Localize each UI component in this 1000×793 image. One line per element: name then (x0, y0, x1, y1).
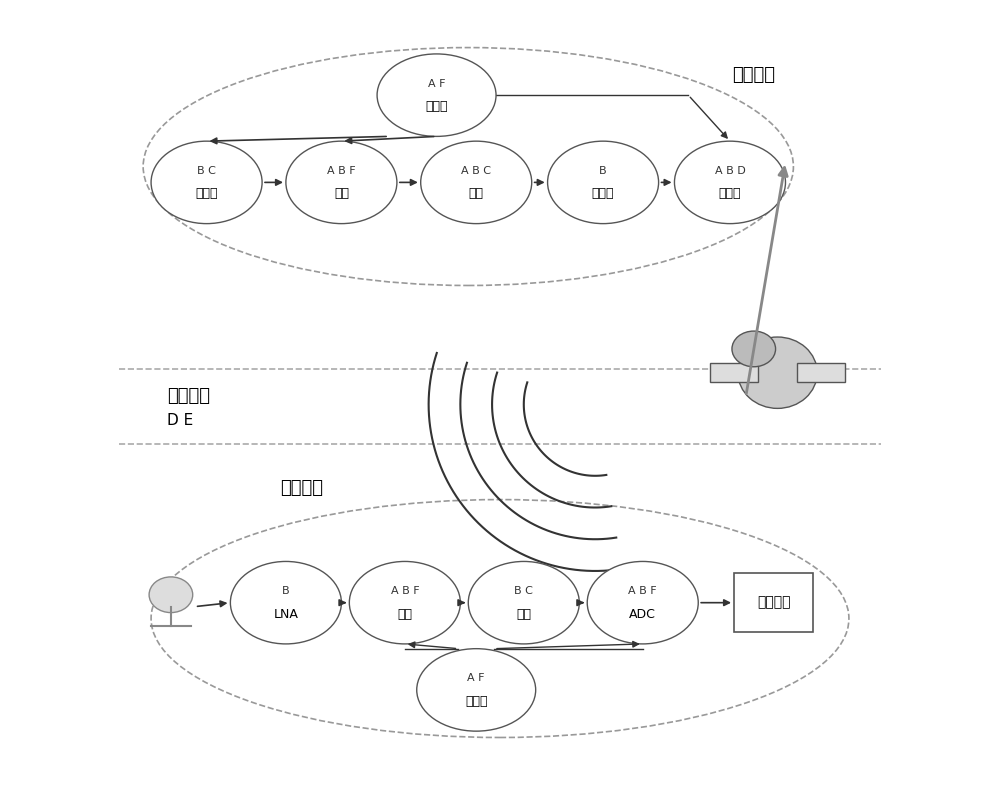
Text: 发射机: 发射机 (719, 187, 741, 201)
FancyBboxPatch shape (797, 363, 845, 382)
Ellipse shape (417, 649, 536, 731)
Text: B C: B C (514, 586, 533, 596)
Text: A B F: A B F (327, 166, 356, 176)
Ellipse shape (548, 141, 659, 224)
Text: 滤波: 滤波 (516, 607, 531, 621)
Text: A B D: A B D (715, 166, 745, 176)
Text: B: B (282, 586, 290, 596)
Text: 高功放: 高功放 (592, 187, 614, 201)
Ellipse shape (149, 577, 193, 612)
Text: 数据分析: 数据分析 (757, 596, 790, 610)
Text: 频率源: 频率源 (425, 100, 448, 113)
Text: A F: A F (467, 673, 485, 684)
Text: A B C: A B C (461, 166, 491, 176)
Text: A B F: A B F (391, 586, 419, 596)
Ellipse shape (421, 141, 532, 224)
Ellipse shape (674, 141, 785, 224)
Text: B C: B C (197, 166, 216, 176)
FancyBboxPatch shape (710, 363, 758, 382)
Ellipse shape (738, 337, 817, 408)
Text: 码生成: 码生成 (195, 187, 218, 201)
Text: D E: D E (167, 413, 193, 427)
Text: 空间传播: 空间传播 (167, 388, 210, 405)
FancyBboxPatch shape (734, 573, 813, 633)
Ellipse shape (349, 561, 460, 644)
Text: 卫星发射: 卫星发射 (732, 67, 775, 84)
Text: ADC: ADC (629, 607, 656, 621)
Ellipse shape (230, 561, 341, 644)
Text: B: B (599, 166, 607, 176)
Text: 地面接收: 地面接收 (280, 479, 323, 496)
Text: 滤波: 滤波 (469, 187, 484, 201)
Text: 调制: 调制 (334, 187, 349, 201)
Text: A F: A F (428, 79, 445, 89)
Text: A B F: A B F (628, 586, 657, 596)
Text: 频率源: 频率源 (465, 695, 487, 708)
Ellipse shape (286, 141, 397, 224)
Ellipse shape (468, 561, 579, 644)
Ellipse shape (732, 331, 776, 366)
Text: 变频: 变频 (397, 607, 412, 621)
Ellipse shape (151, 141, 262, 224)
Ellipse shape (377, 54, 496, 136)
Ellipse shape (587, 561, 698, 644)
Text: LNA: LNA (273, 607, 298, 621)
